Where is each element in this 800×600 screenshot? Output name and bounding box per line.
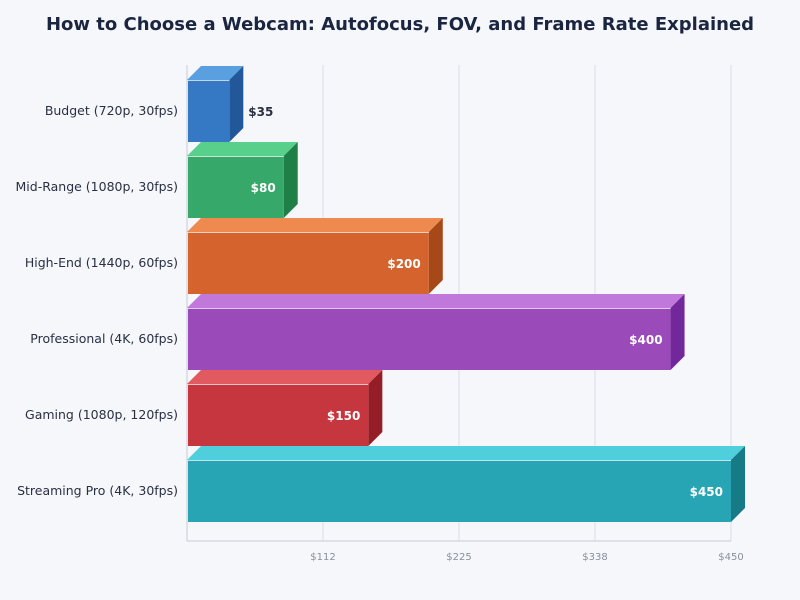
bar-side bbox=[731, 446, 745, 522]
bar-side bbox=[428, 218, 443, 294]
y-tick-label: Mid-Range (1080p, 30fps) bbox=[16, 179, 179, 194]
data-label: $450 bbox=[690, 485, 723, 499]
bar-top bbox=[187, 142, 298, 156]
y-tick-label: Budget (720p, 30fps) bbox=[45, 103, 178, 118]
data-label: $200 bbox=[387, 257, 420, 271]
x-tick-label: $225 bbox=[446, 552, 471, 563]
bar-side bbox=[229, 66, 244, 142]
y-tick-label: High-End (1440p, 60fps) bbox=[25, 255, 178, 270]
bar-top bbox=[187, 370, 383, 384]
data-label: $35 bbox=[248, 105, 273, 119]
bar-top bbox=[187, 294, 685, 308]
bar bbox=[188, 232, 429, 294]
x-tick-label: $338 bbox=[582, 552, 607, 563]
bar bbox=[188, 384, 369, 446]
bar bbox=[188, 80, 230, 142]
bar-top bbox=[187, 218, 443, 232]
bar-top bbox=[187, 66, 244, 80]
bar bbox=[188, 308, 671, 370]
x-tick-label: $450 bbox=[718, 552, 743, 563]
chart-title: How to Choose a Webcam: Autofocus, FOV, … bbox=[45, 14, 755, 35]
y-tick-label: Gaming (1080p, 120fps) bbox=[25, 407, 178, 422]
y-tick-label: Streaming Pro (4K, 30fps) bbox=[17, 483, 178, 498]
bar bbox=[188, 156, 284, 218]
bar-side bbox=[368, 370, 383, 446]
bar-top bbox=[187, 446, 745, 460]
data-label: $80 bbox=[251, 181, 276, 195]
x-tick-label: $112 bbox=[310, 552, 335, 563]
data-label: $150 bbox=[327, 409, 360, 423]
bar-side bbox=[283, 142, 298, 218]
data-label: $400 bbox=[629, 333, 662, 347]
bar bbox=[188, 460, 731, 522]
bar-side bbox=[670, 294, 685, 370]
y-tick-label: Professional (4K, 60fps) bbox=[30, 331, 178, 346]
